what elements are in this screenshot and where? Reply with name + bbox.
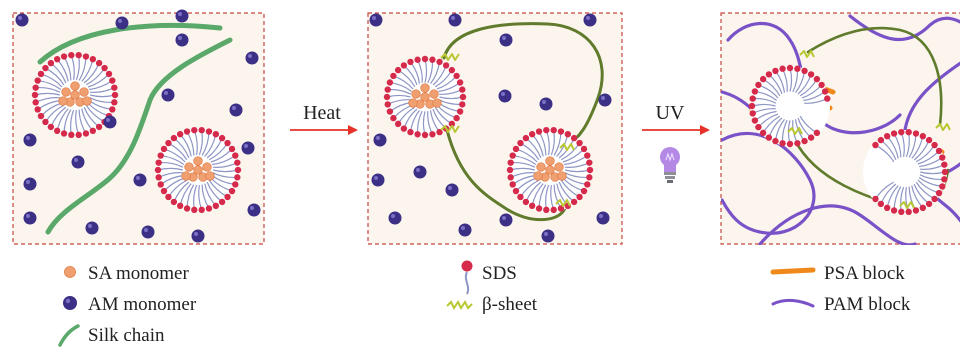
micelle bbox=[863, 128, 949, 216]
am-monomer bbox=[247, 203, 261, 217]
am-monomer bbox=[23, 211, 37, 225]
am-monomer bbox=[445, 183, 459, 197]
am-monomer bbox=[388, 211, 402, 225]
beta-sheet-icon bbox=[555, 199, 571, 207]
silk-chain-panel-2 bbox=[442, 22, 604, 222]
micelle bbox=[383, 55, 467, 139]
sa-monomer bbox=[545, 156, 555, 166]
sa-monomer bbox=[58, 96, 68, 106]
am-monomer bbox=[499, 33, 513, 47]
micelle bbox=[506, 126, 594, 214]
am-monomer bbox=[241, 141, 255, 155]
am-monomer bbox=[539, 97, 553, 111]
sa-monomer bbox=[408, 98, 418, 108]
sa-monomer bbox=[420, 83, 430, 93]
legend-label-silk-chain: Silk chain bbox=[88, 325, 165, 346]
am-monomer bbox=[245, 51, 259, 65]
beta-sheet-icon bbox=[787, 127, 803, 135]
am-monomer bbox=[115, 16, 129, 30]
legend-label-pam-block: PAM block bbox=[824, 294, 911, 315]
am-monomer bbox=[175, 9, 189, 23]
beta-sheet-icon bbox=[799, 50, 815, 58]
sa-monomer bbox=[184, 162, 194, 172]
am-monomer bbox=[23, 133, 37, 147]
beta-sheet-icon bbox=[446, 300, 473, 310]
micelle bbox=[748, 64, 831, 148]
beta-sheet-icon bbox=[440, 53, 460, 61]
sa-monomer bbox=[420, 92, 430, 102]
sa-monomer bbox=[79, 87, 89, 97]
beta-sheet-icon bbox=[899, 201, 915, 209]
legend-label-sds: SDS bbox=[482, 263, 517, 284]
sa-monomer bbox=[61, 87, 71, 97]
am-monomer bbox=[161, 88, 175, 102]
am-monomer bbox=[498, 89, 512, 103]
am-monomer bbox=[598, 93, 612, 107]
pam-block-icon bbox=[771, 298, 815, 308]
sa-monomer bbox=[193, 165, 203, 175]
legend-label-beta-sheet: β-sheet bbox=[482, 294, 538, 315]
am-monomer bbox=[103, 115, 117, 129]
heat-label: Heat bbox=[303, 102, 341, 124]
am-monomer bbox=[141, 225, 155, 239]
sa-monomer bbox=[536, 162, 546, 172]
micelle bbox=[154, 126, 242, 214]
micelles bbox=[31, 51, 949, 216]
am-monomer bbox=[369, 13, 383, 27]
sa-monomer bbox=[554, 162, 564, 172]
am-monomer bbox=[596, 211, 610, 225]
sa-monomer bbox=[181, 171, 191, 181]
am-monomer bbox=[133, 173, 147, 187]
sa-monomer bbox=[205, 171, 215, 181]
legend-2: SDS β-sheet bbox=[446, 260, 538, 315]
beta-sheet-icon bbox=[440, 125, 460, 133]
sa-monomer-icon bbox=[64, 266, 76, 278]
am-monomer bbox=[371, 173, 385, 187]
sa-monomer bbox=[70, 90, 80, 100]
sa-monomer bbox=[411, 89, 421, 99]
am-monomer bbox=[229, 103, 243, 117]
am-monomer bbox=[499, 213, 513, 227]
legend-1: SA monomer AM monomer Silk chain bbox=[58, 263, 197, 347]
beta-sheet-icon bbox=[935, 123, 951, 131]
sa-monomer bbox=[70, 81, 80, 91]
silk-chains-panel-1 bbox=[37, 22, 233, 235]
sa-monomer bbox=[202, 162, 212, 172]
am-monomer bbox=[413, 165, 427, 179]
sa-monomer bbox=[193, 156, 203, 166]
legend-label-am-monomer: AM monomer bbox=[88, 294, 197, 315]
am-monomer bbox=[85, 221, 99, 235]
legend-label-sa-monomer: SA monomer bbox=[88, 263, 189, 284]
sa-monomer bbox=[429, 89, 439, 99]
am-monomer bbox=[15, 13, 29, 27]
am-monomer bbox=[583, 13, 597, 27]
am-monomer bbox=[448, 13, 462, 27]
micelle bbox=[31, 51, 119, 139]
legend-label-psa-block: PSA block bbox=[824, 263, 905, 284]
sa-monomer bbox=[533, 171, 543, 181]
am-monomer bbox=[541, 229, 555, 243]
sds-icon bbox=[461, 260, 473, 295]
sa-monomer bbox=[545, 165, 555, 175]
silk-chain-icon bbox=[58, 324, 80, 347]
am-monomer bbox=[23, 177, 37, 191]
am-monomer bbox=[175, 33, 189, 47]
am-monomers bbox=[15, 9, 612, 243]
beta-sheet-icon bbox=[559, 143, 575, 151]
am-monomer bbox=[191, 229, 205, 243]
am-monomer bbox=[373, 133, 387, 147]
psa-block-icon bbox=[770, 267, 816, 275]
beta-sheets bbox=[440, 50, 951, 209]
am-monomer-icon bbox=[63, 296, 77, 310]
uv-label: UV bbox=[656, 102, 685, 124]
uv-lamp-icon bbox=[660, 147, 680, 183]
legend-3: PSA block PAM block bbox=[770, 263, 911, 315]
am-monomer bbox=[71, 155, 85, 169]
sa-monomer bbox=[557, 171, 567, 181]
sa-monomer bbox=[82, 96, 92, 106]
sa-monomer bbox=[432, 98, 442, 108]
am-monomer bbox=[458, 223, 472, 237]
